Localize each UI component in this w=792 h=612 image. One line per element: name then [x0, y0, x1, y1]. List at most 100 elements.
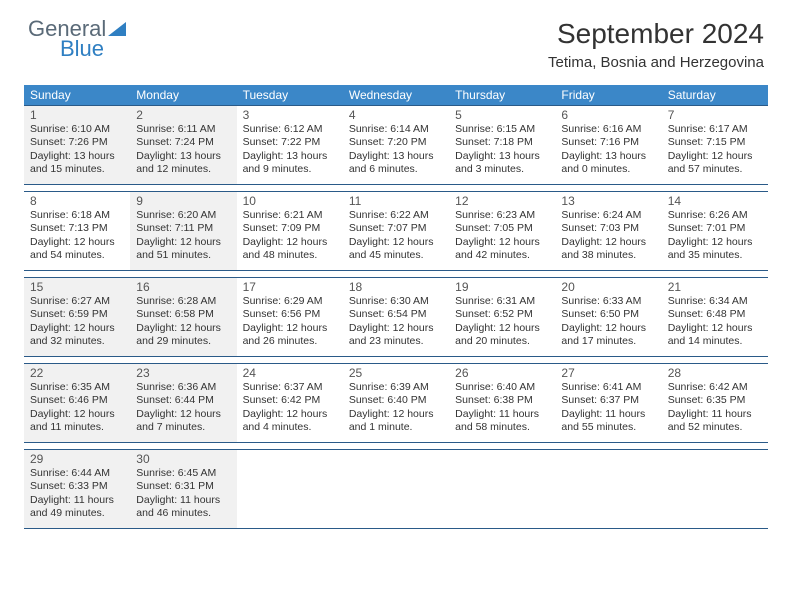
daylight-text: and 52 minutes. — [668, 421, 762, 434]
day-cell: 7Sunrise: 6:17 AMSunset: 7:15 PMDaylight… — [662, 106, 768, 184]
day-number: 16 — [136, 280, 230, 294]
day-cell — [237, 450, 343, 528]
day-number: 9 — [136, 194, 230, 208]
day-cell: 5Sunrise: 6:15 AMSunset: 7:18 PMDaylight… — [449, 106, 555, 184]
day-number: 14 — [668, 194, 762, 208]
day-number: 22 — [30, 366, 124, 380]
weekday-header: Thursday — [449, 85, 555, 105]
daylight-text: and 7 minutes. — [136, 421, 230, 434]
day-number: 5 — [455, 108, 549, 122]
day-number: 6 — [561, 108, 655, 122]
daylight-text: Daylight: 12 hours — [243, 408, 337, 421]
sunset-text: Sunset: 7:13 PM — [30, 222, 124, 235]
day-number: 7 — [668, 108, 762, 122]
sunrise-text: Sunrise: 6:27 AM — [30, 295, 124, 308]
daylight-text: and 29 minutes. — [136, 335, 230, 348]
sunset-text: Sunset: 6:50 PM — [561, 308, 655, 321]
day-number: 15 — [30, 280, 124, 294]
sunrise-text: Sunrise: 6:24 AM — [561, 209, 655, 222]
sunset-text: Sunset: 6:37 PM — [561, 394, 655, 407]
day-number: 17 — [243, 280, 337, 294]
day-number: 1 — [30, 108, 124, 122]
week-row: 15Sunrise: 6:27 AMSunset: 6:59 PMDayligh… — [24, 277, 768, 357]
day-number: 11 — [349, 194, 443, 208]
daylight-text: Daylight: 11 hours — [136, 494, 230, 507]
day-number: 3 — [243, 108, 337, 122]
week-row: 22Sunrise: 6:35 AMSunset: 6:46 PMDayligh… — [24, 363, 768, 443]
sunset-text: Sunset: 7:26 PM — [30, 136, 124, 149]
daylight-text: and 55 minutes. — [561, 421, 655, 434]
daylight-text: and 20 minutes. — [455, 335, 549, 348]
week-row: 29Sunrise: 6:44 AMSunset: 6:33 PM Dayligh… — [24, 449, 768, 529]
sunrise-text: Sunrise: 6:40 AM — [455, 381, 549, 394]
sunset-text: Sunset: 7:07 PM — [349, 222, 443, 235]
logo-triangle-icon — [108, 18, 126, 40]
sunset-text: Sunset: 6:56 PM — [243, 308, 337, 321]
day-number: 29 — [30, 452, 124, 466]
daylight-text: and 32 minutes. — [30, 335, 124, 348]
daylight-text: and 1 minute. — [349, 421, 443, 434]
day-cell: 22Sunrise: 6:35 AMSunset: 6:46 PMDayligh… — [24, 364, 130, 442]
day-number: 21 — [668, 280, 762, 294]
day-cell: 28Sunrise: 6:42 AMSunset: 6:35 PMDayligh… — [662, 364, 768, 442]
weekday-header: Saturday — [662, 85, 768, 105]
sunset-text: Sunset: 6:33 PM — [30, 480, 124, 493]
daylight-text: Daylight: 12 hours — [30, 408, 124, 421]
sunrise-text: Sunrise: 6:45 AM — [136, 467, 230, 480]
sunrise-text: Sunrise: 6:17 AM — [668, 123, 762, 136]
sunset-text: Sunset: 6:42 PM — [243, 394, 337, 407]
sunrise-text: Sunrise: 6:26 AM — [668, 209, 762, 222]
daylight-text: and 51 minutes. — [136, 249, 230, 262]
weekday-header: Tuesday — [237, 85, 343, 105]
day-number: 20 — [561, 280, 655, 294]
day-cell: 21Sunrise: 6:34 AMSunset: 6:48 PMDayligh… — [662, 278, 768, 356]
day-cell: 13Sunrise: 6:24 AMSunset: 7:03 PMDayligh… — [555, 192, 661, 270]
sunrise-text: Sunrise: 6:11 AM — [136, 123, 230, 136]
sunrise-text: Sunrise: 6:44 AM — [30, 467, 124, 480]
sunrise-text: Sunrise: 6:22 AM — [349, 209, 443, 222]
sunset-text: Sunset: 7:01 PM — [668, 222, 762, 235]
day-cell: 4Sunrise: 6:14 AMSunset: 7:20 PMDaylight… — [343, 106, 449, 184]
sunset-text: Sunset: 7:16 PM — [561, 136, 655, 149]
sunset-text: Sunset: 6:46 PM — [30, 394, 124, 407]
day-number: 19 — [455, 280, 549, 294]
weeks-container: 1Sunrise: 6:10 AMSunset: 7:26 PMDaylight… — [24, 105, 768, 529]
day-cell: 10Sunrise: 6:21 AMSunset: 7:09 PMDayligh… — [237, 192, 343, 270]
daylight-text: Daylight: 11 hours — [561, 408, 655, 421]
daylight-text: and 11 minutes. — [30, 421, 124, 434]
sunrise-text: Sunrise: 6:18 AM — [30, 209, 124, 222]
day-cell: 6Sunrise: 6:16 AMSunset: 7:16 PMDaylight… — [555, 106, 661, 184]
day-cell: 9Sunrise: 6:20 AMSunset: 7:11 PMDaylight… — [130, 192, 236, 270]
sunset-text: Sunset: 7:20 PM — [349, 136, 443, 149]
sunset-text: Sunset: 6:44 PM — [136, 394, 230, 407]
daylight-text: Daylight: 13 hours — [561, 150, 655, 163]
daylight-text: Daylight: 12 hours — [30, 322, 124, 335]
daylight-text: and 23 minutes. — [349, 335, 443, 348]
day-number: 2 — [136, 108, 230, 122]
daylight-text: and 0 minutes. — [561, 163, 655, 176]
sunrise-text: Sunrise: 6:33 AM — [561, 295, 655, 308]
day-cell: 3Sunrise: 6:12 AMSunset: 7:22 PMDaylight… — [237, 106, 343, 184]
daylight-text: Daylight: 12 hours — [668, 322, 762, 335]
day-cell: 26Sunrise: 6:40 AMSunset: 6:38 PMDayligh… — [449, 364, 555, 442]
day-cell: 19Sunrise: 6:31 AMSunset: 6:52 PMDayligh… — [449, 278, 555, 356]
weekday-header: Wednesday — [343, 85, 449, 105]
day-number: 18 — [349, 280, 443, 294]
daylight-text: Daylight: 12 hours — [136, 322, 230, 335]
daylight-text: Daylight: 12 hours — [136, 408, 230, 421]
day-number: 30 — [136, 452, 230, 466]
sunrise-text: Sunrise: 6:23 AM — [455, 209, 549, 222]
day-cell — [662, 450, 768, 528]
sunrise-text: Sunrise: 6:35 AM — [30, 381, 124, 394]
daylight-text: and 9 minutes. — [243, 163, 337, 176]
day-cell — [555, 450, 661, 528]
day-number: 26 — [455, 366, 549, 380]
logo: General Blue — [28, 18, 126, 60]
day-cell: 29Sunrise: 6:44 AMSunset: 6:33 PMDayligh… — [24, 450, 130, 528]
daylight-text: Daylight: 12 hours — [668, 150, 762, 163]
sunrise-text: Sunrise: 6:30 AM — [349, 295, 443, 308]
sunrise-text: Sunrise: 6:14 AM — [349, 123, 443, 136]
daylight-text: and 58 minutes. — [455, 421, 549, 434]
day-cell: 11Sunrise: 6:22 AMSunset: 7:07 PMDayligh… — [343, 192, 449, 270]
day-cell: 17Sunrise: 6:29 AMSunset: 6:56 PMDayligh… — [237, 278, 343, 356]
